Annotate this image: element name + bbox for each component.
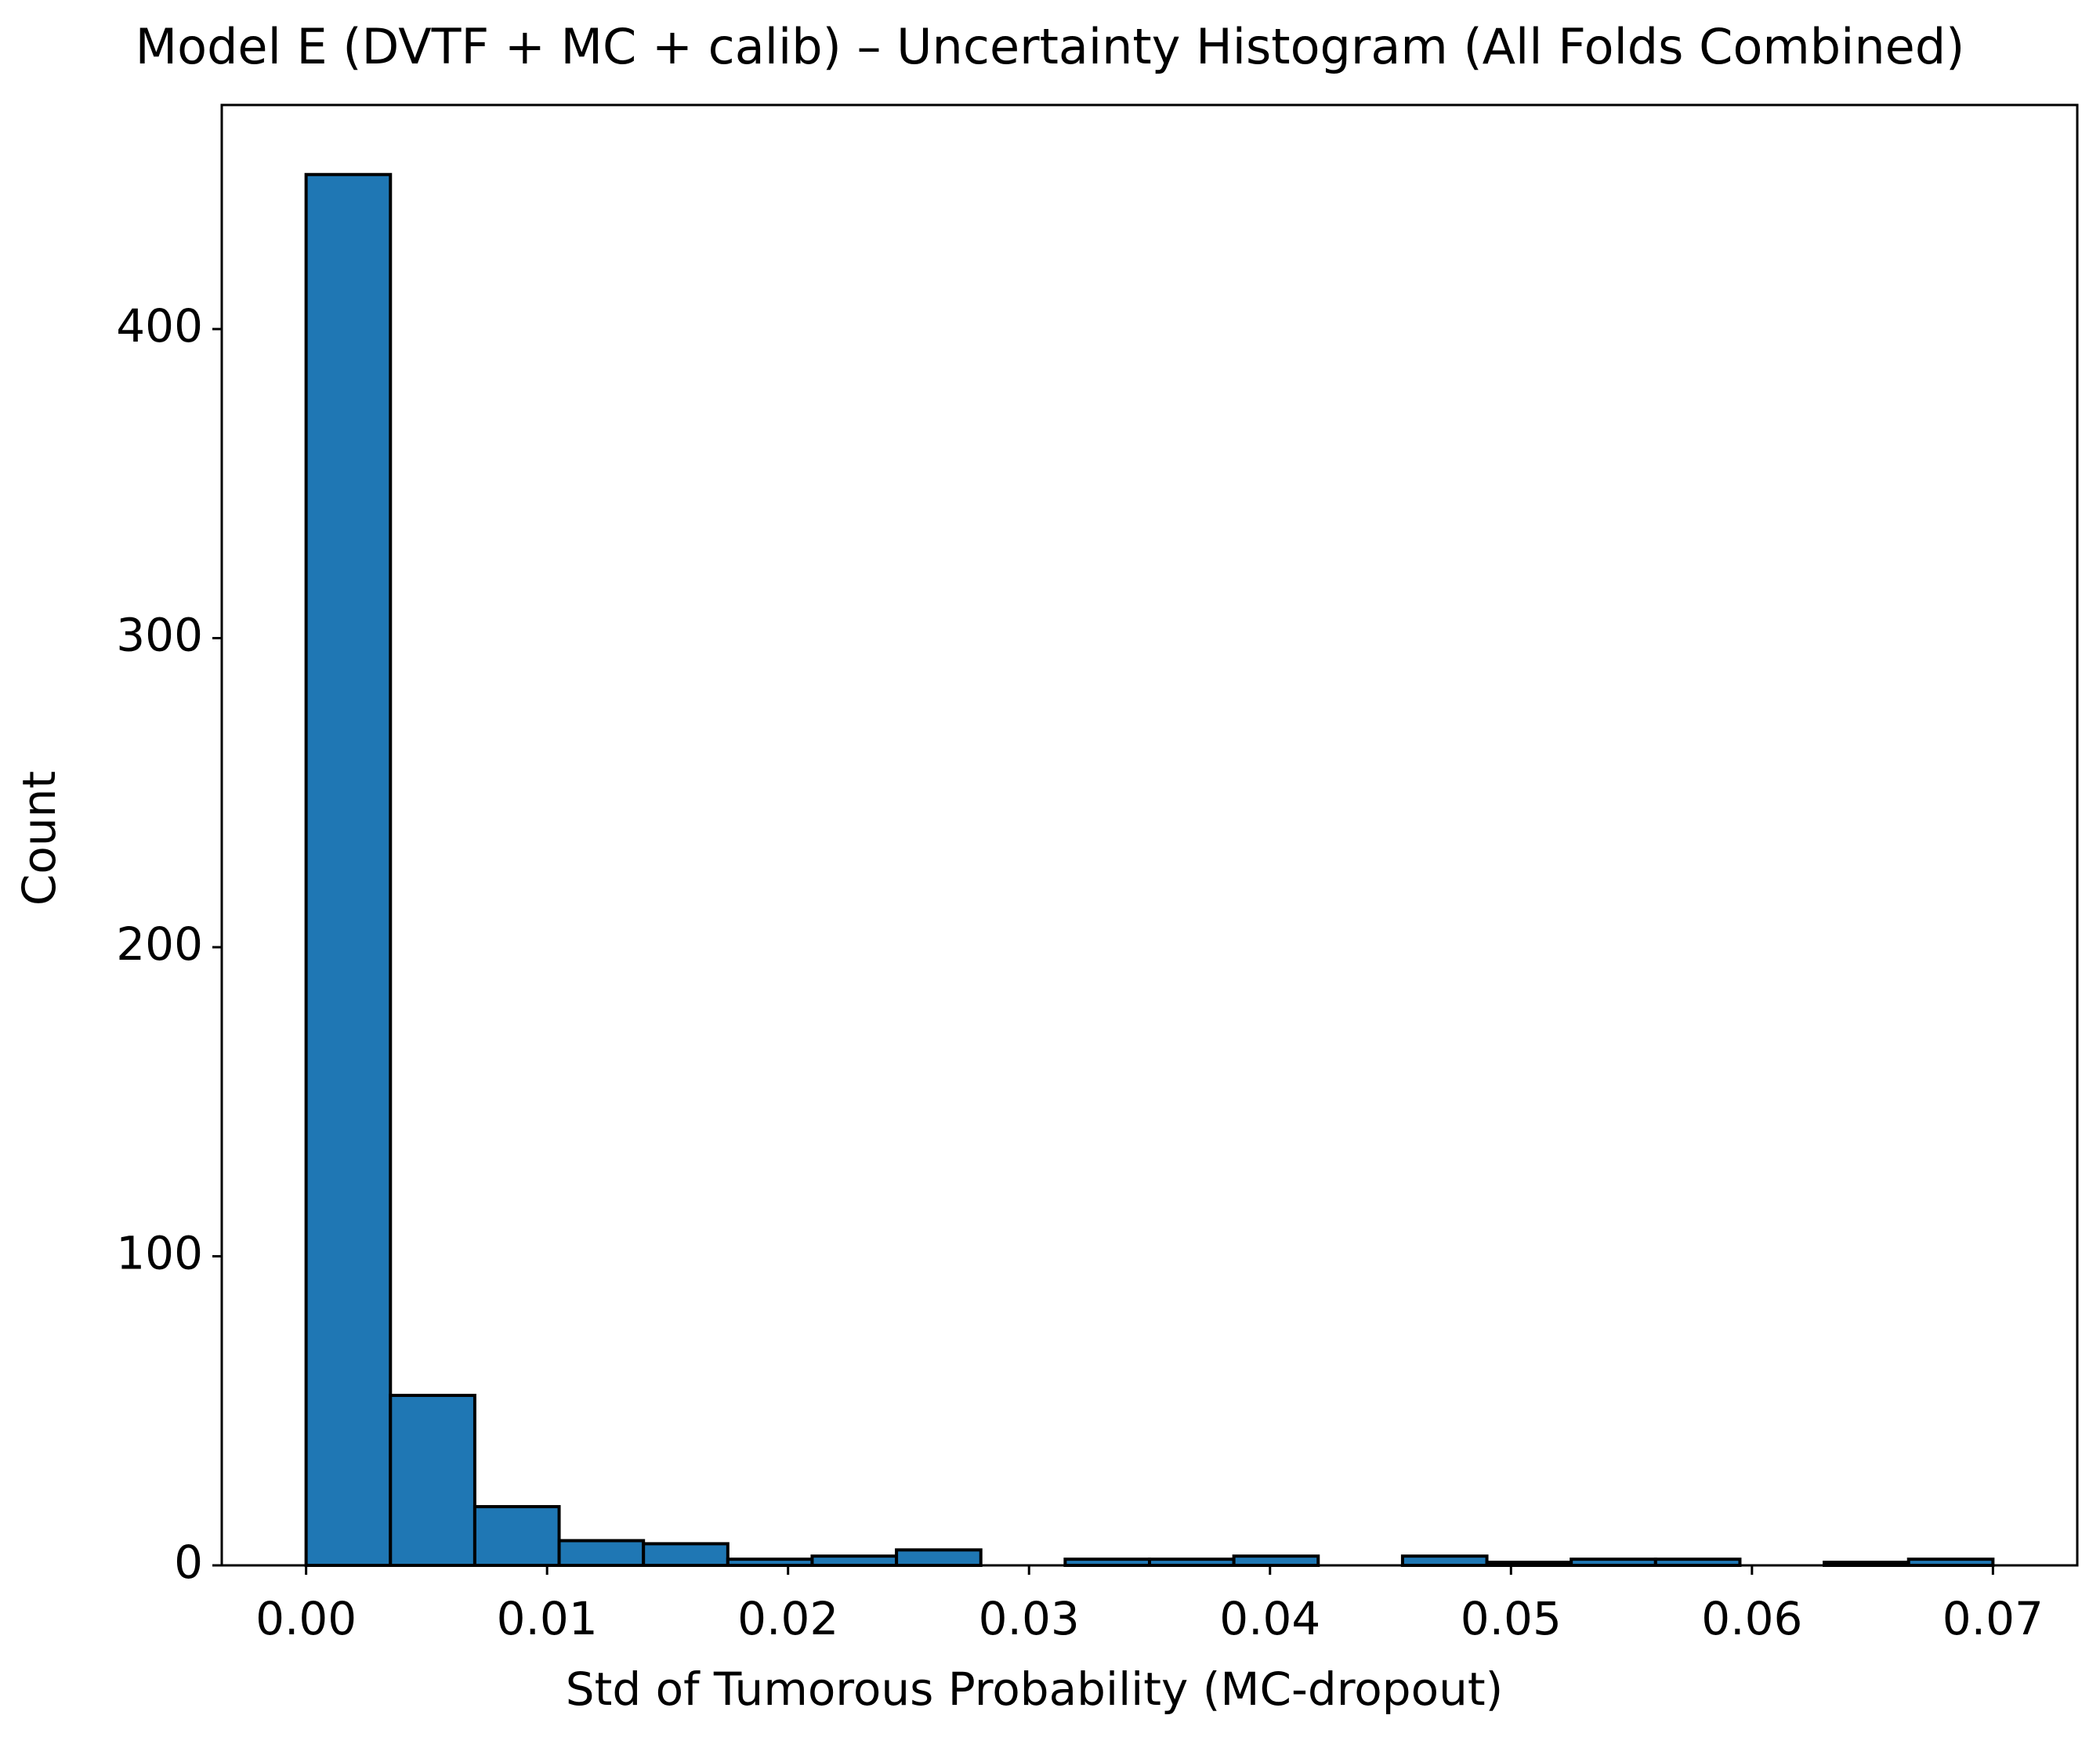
x-tick-label: 0.03 — [979, 1592, 1080, 1645]
y-tick-label: 400 — [116, 299, 203, 353]
x-tick-label: 0.07 — [1942, 1592, 2044, 1645]
bar — [810, 1554, 899, 1567]
bar — [557, 1539, 646, 1567]
x-tick-label: 0.01 — [497, 1592, 598, 1645]
x-tick-label: 0.02 — [737, 1592, 838, 1645]
axes-frame — [220, 103, 2079, 1567]
x-axis-label: Std of Tumorous Probability (MC-dropout) — [566, 1663, 1503, 1716]
chart-title: Model E (DVTF + MC + calib) – Uncertaint… — [136, 18, 1965, 75]
bar — [895, 1548, 983, 1568]
bar — [472, 1505, 561, 1568]
x-tick-label: 0.00 — [255, 1592, 357, 1645]
x-tick-label: 0.04 — [1219, 1592, 1320, 1645]
bar — [304, 172, 393, 1567]
bar — [389, 1394, 476, 1568]
bar — [1400, 1554, 1489, 1567]
y-tick-label: 200 — [116, 917, 203, 971]
x-tick-label: 0.06 — [1701, 1592, 1802, 1645]
x-tick-label: 0.05 — [1461, 1592, 1562, 1645]
y-tick-label: 300 — [116, 609, 203, 662]
y-tick-label: 0 — [174, 1536, 203, 1589]
bar — [1232, 1554, 1320, 1567]
y-axis-label: Count — [13, 771, 66, 906]
bar — [642, 1542, 730, 1567]
y-tick-label: 100 — [116, 1227, 203, 1280]
